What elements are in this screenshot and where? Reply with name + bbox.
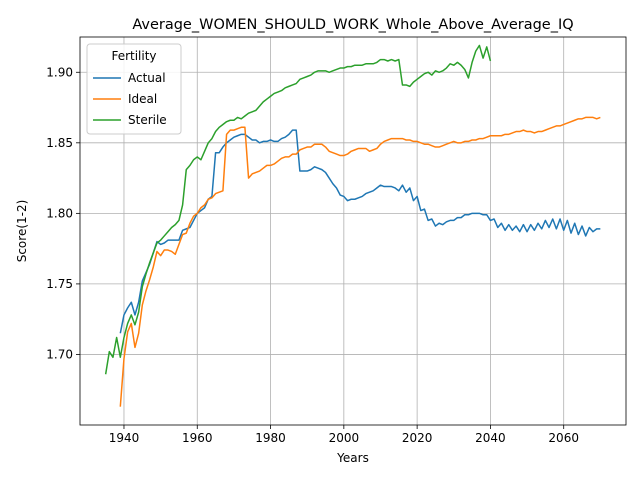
x-tick-label: 1960 <box>182 431 213 445</box>
legend-label-sterile: Sterile <box>128 113 167 127</box>
legend-title: Fertility <box>111 49 156 63</box>
y-tick-label: 1.70 <box>46 347 73 361</box>
x-tick-label: 2040 <box>475 431 506 445</box>
legend-label-actual: Actual <box>128 71 166 85</box>
x-tick-label: 2020 <box>402 431 433 445</box>
series-line-ideal <box>119 116 601 407</box>
series-lines <box>104 44 601 407</box>
x-axis-label: Years <box>336 451 369 465</box>
x-tick-label: 1940 <box>109 431 140 445</box>
x-tick-label: 2060 <box>548 431 579 445</box>
legend: Fertility Actual Ideal Sterile <box>86 43 182 135</box>
y-tick-label: 1.80 <box>46 206 73 220</box>
y-axis-label: Score(1-2) <box>15 200 29 263</box>
chart-title: Average_WOMEN_SHOULD_WORK_Whole_Above_Av… <box>132 17 573 33</box>
series-line-sterile <box>104 44 492 375</box>
grid <box>80 37 626 425</box>
legend-box <box>86 43 182 135</box>
axis-ticks: 1940 1960 1980 2000 2020 2040 2060 1.70 1.75 1.80… <box>46 65 579 445</box>
legend-label-ideal: Ideal <box>128 92 157 106</box>
x-tick-label: 2000 <box>329 431 360 445</box>
plot-frame <box>79 36 627 426</box>
y-tick-label: 1.75 <box>46 277 73 291</box>
x-tick-label: 1980 <box>255 431 286 445</box>
y-tick-label: 1.90 <box>46 65 73 79</box>
series-line-actual <box>119 129 601 334</box>
y-tick-label: 1.85 <box>46 136 73 150</box>
